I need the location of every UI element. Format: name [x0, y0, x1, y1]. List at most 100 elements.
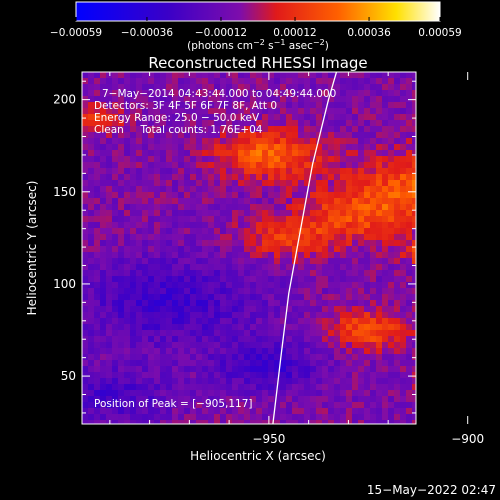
heatmap-cell: [256, 372, 263, 379]
heatmap-cell: [304, 372, 311, 379]
heatmap-cell: [346, 234, 353, 241]
heatmap-cell: [286, 126, 293, 133]
heatmap-cell: [304, 144, 311, 151]
heatmap-cell: [118, 408, 125, 415]
heatmap-cell: [190, 120, 197, 127]
heatmap-cell: [208, 276, 215, 283]
chart-title: Reconstructed RHESSI Image: [148, 54, 367, 72]
heatmap-cell: [256, 228, 263, 235]
heatmap-cell: [184, 150, 191, 157]
heatmap-cell: [166, 414, 173, 421]
heatmap-cell: [406, 366, 413, 373]
heatmap-cell: [352, 372, 359, 379]
heatmap-cell: [160, 198, 167, 205]
heatmap-cell: [256, 300, 263, 307]
heatmap-cell: [256, 174, 263, 181]
heatmap-cell: [340, 288, 347, 295]
heatmap-cell: [154, 216, 161, 223]
heatmap-cell: [400, 420, 407, 424]
heatmap-cell: [136, 348, 143, 355]
heatmap-cell: [412, 384, 416, 391]
heatmap-cell: [94, 216, 101, 223]
heatmap-cell: [304, 204, 311, 211]
heatmap-cell: [178, 96, 185, 103]
heatmap-cell: [304, 234, 311, 241]
heatmap-cell: [304, 318, 311, 325]
heatmap-cell: [292, 78, 299, 85]
heatmap-cell: [376, 96, 383, 103]
heatmap-cell: [100, 102, 107, 109]
heatmap-cell: [160, 228, 167, 235]
heatmap-cell: [202, 78, 209, 85]
heatmap-cell: [208, 402, 215, 409]
heatmap-cell: [268, 102, 275, 109]
heatmap-cell: [268, 390, 275, 397]
heatmap-cell: [310, 192, 317, 199]
heatmap-cell: [130, 204, 137, 211]
heatmap-cell: [220, 234, 227, 241]
heatmap-cell: [328, 72, 335, 79]
heatmap-cell: [112, 324, 119, 331]
heatmap-cell: [334, 90, 341, 97]
heatmap-cell: [148, 228, 155, 235]
heatmap-cell: [280, 354, 287, 361]
heatmap-cell: [226, 210, 233, 217]
heatmap-cell: [304, 342, 311, 349]
heatmap-cell: [304, 414, 311, 421]
heatmap-cell: [376, 150, 383, 157]
heatmap-cell: [124, 378, 131, 385]
heatmap-cell: [172, 96, 179, 103]
heatmap-cell: [250, 162, 257, 169]
heatmap-cell: [244, 72, 251, 79]
heatmap-cell: [142, 198, 149, 205]
colorbar-tick-label: 0.00059: [418, 27, 461, 39]
heatmap-cell: [142, 306, 149, 313]
heatmap-cell: [154, 96, 161, 103]
heatmap-cell: [154, 78, 161, 85]
heatmap-cell: [388, 288, 395, 295]
heatmap-cell: [394, 84, 401, 91]
heatmap-cell: [220, 390, 227, 397]
heatmap-cell: [274, 360, 281, 367]
heatmap-cell: [136, 234, 143, 241]
heatmap-cell: [382, 144, 389, 151]
heatmap-cell: [280, 288, 287, 295]
heatmap-cell: [400, 414, 407, 421]
heatmap-cell: [310, 150, 317, 157]
heatmap-cell: [394, 312, 401, 319]
heatmap-cell: [406, 330, 413, 337]
heatmap-cell: [142, 414, 149, 421]
heatmap-cell: [82, 114, 89, 121]
heatmap-cell: [388, 402, 395, 409]
heatmap-cell: [352, 174, 359, 181]
heatmap-cell: [154, 318, 161, 325]
heatmap-cell: [106, 408, 113, 415]
heatmap-cell: [184, 390, 191, 397]
heatmap-cell: [172, 102, 179, 109]
heatmap-cell: [298, 150, 305, 157]
heatmap-cell: [124, 396, 131, 403]
heatmap-cell: [322, 318, 329, 325]
heatmap-cell: [172, 288, 179, 295]
heatmap-cell: [292, 330, 299, 337]
heatmap-cell: [94, 90, 101, 97]
heatmap-cell: [298, 90, 305, 97]
heatmap-cell: [280, 228, 287, 235]
heatmap-cell: [268, 378, 275, 385]
heatmap-cell: [328, 276, 335, 283]
heatmap-cell: [178, 192, 185, 199]
heatmap-cell: [166, 420, 173, 424]
heatmap-cell: [286, 204, 293, 211]
heatmap-cell: [82, 408, 89, 415]
heatmap-cell: [322, 246, 329, 253]
heatmap-cell: [232, 240, 239, 247]
heatmap-cell: [100, 396, 107, 403]
heatmap-cell: [400, 210, 407, 217]
heatmap-cell: [214, 276, 221, 283]
heatmap-cell: [130, 258, 137, 265]
heatmap-cell: [250, 348, 257, 355]
heatmap-cell: [172, 186, 179, 193]
heatmap-cell: [190, 276, 197, 283]
heatmap-cell: [346, 78, 353, 85]
heatmap-cell: [232, 414, 239, 421]
